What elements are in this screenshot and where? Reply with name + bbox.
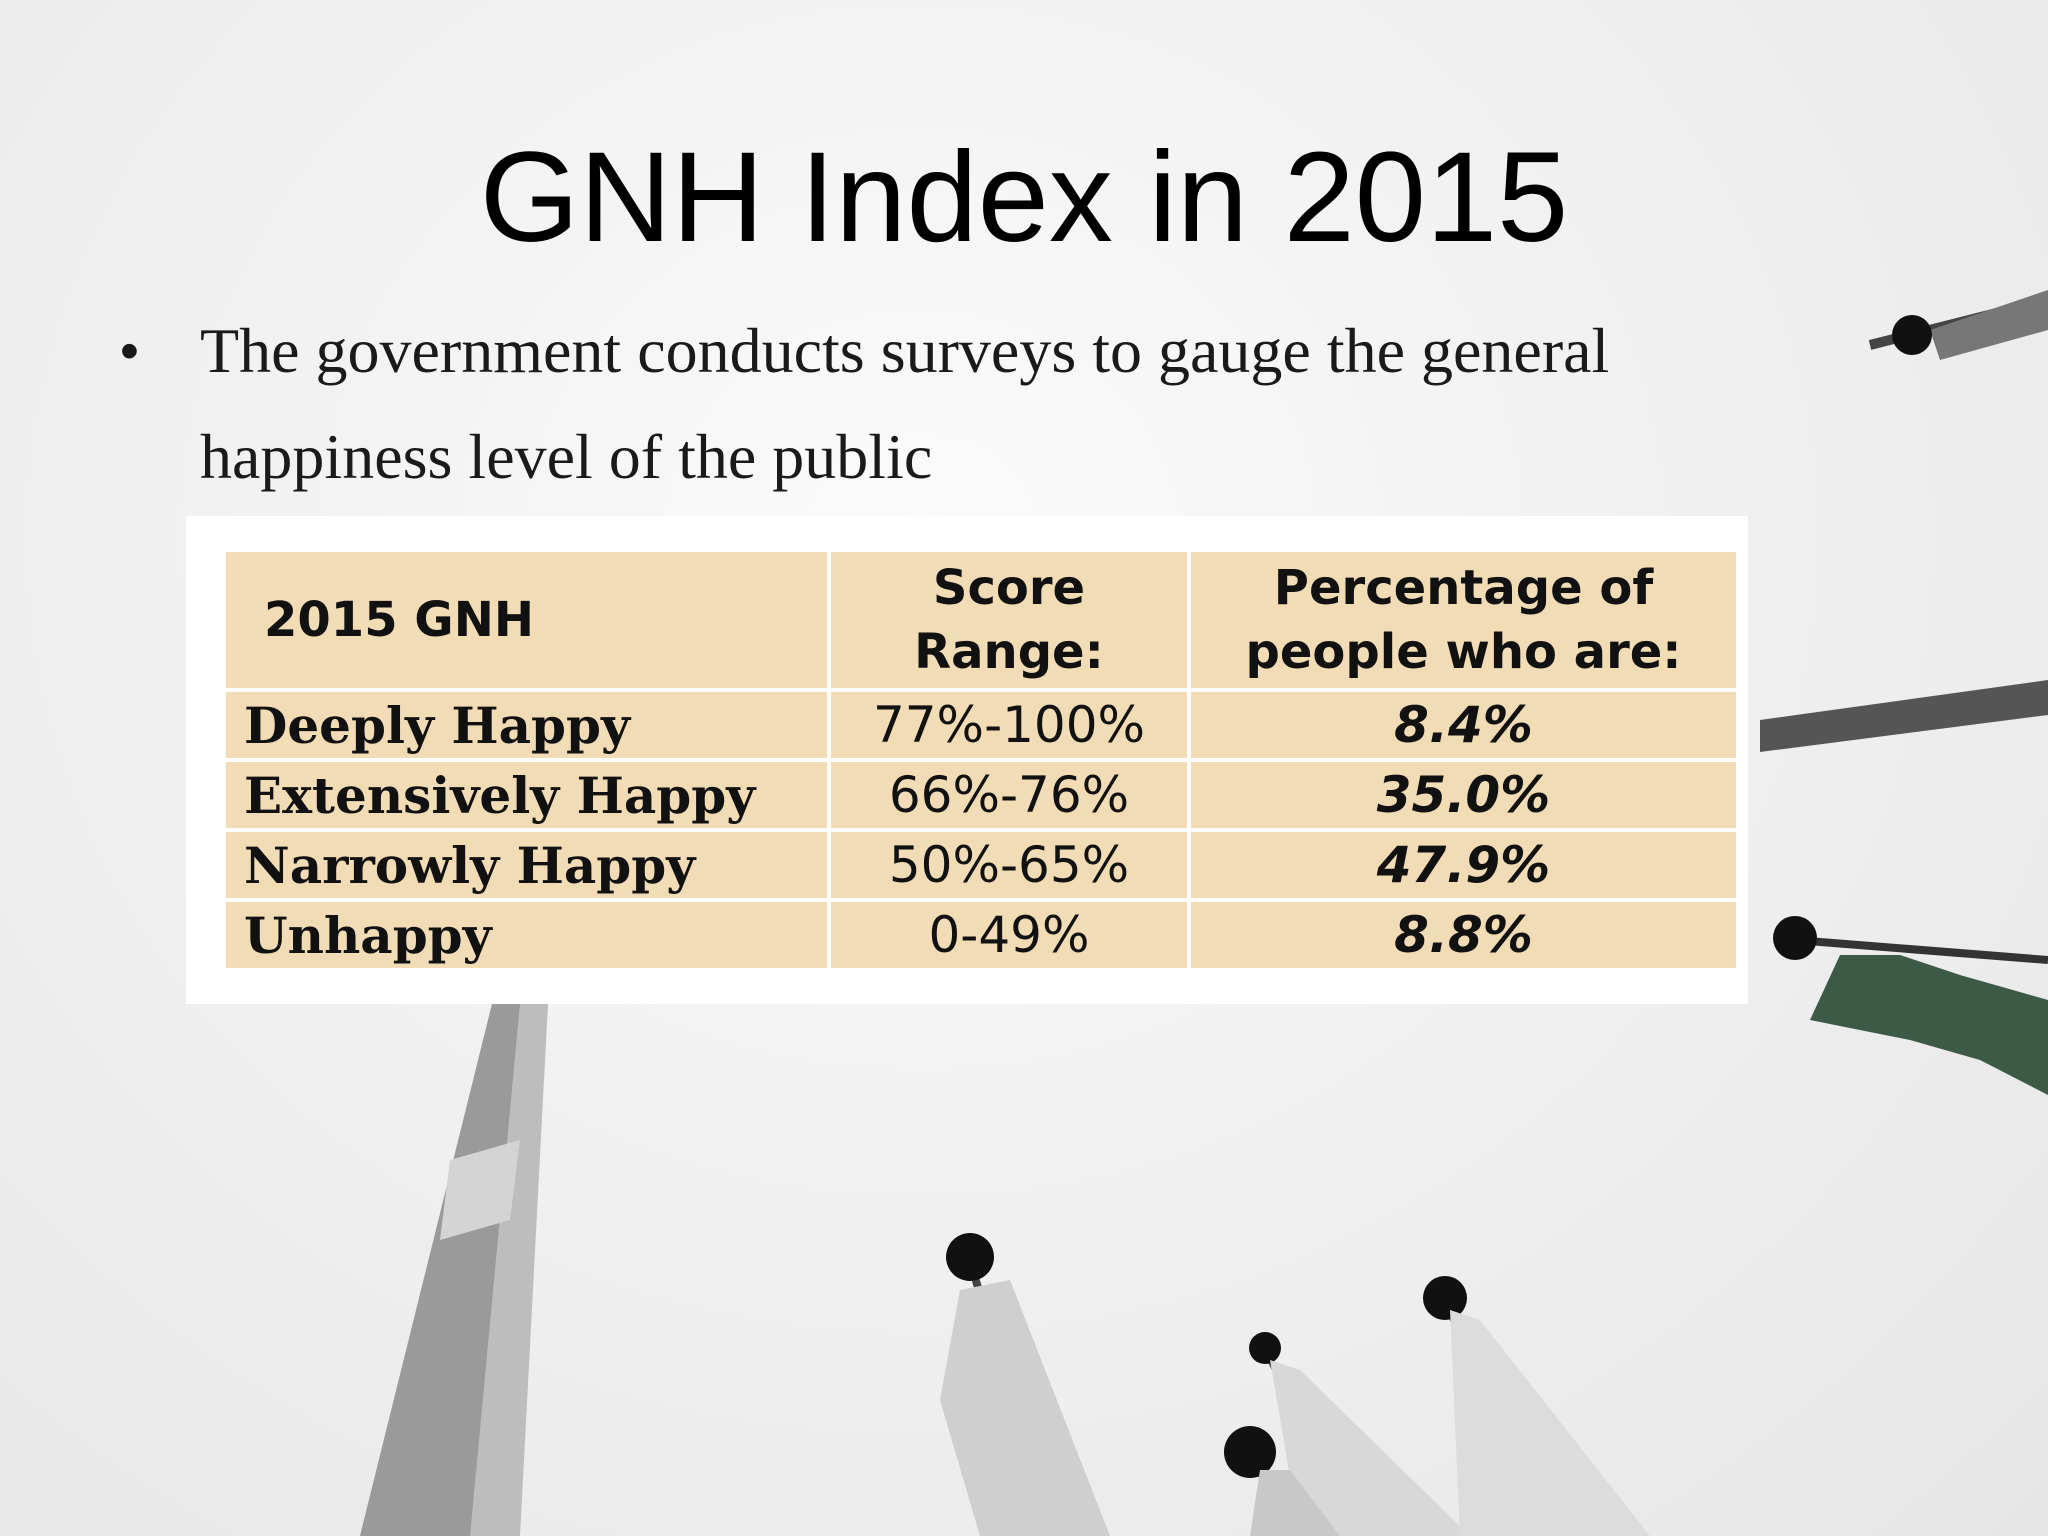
header-score-range: Score Range: — [827, 548, 1191, 692]
row-percentage: 35.0% — [1187, 758, 1740, 832]
row-percentage: 8.8% — [1187, 898, 1740, 972]
header-score-line2: Range: — [914, 624, 1104, 680]
header-percentage: Percentage of people who are: — [1187, 548, 1740, 692]
row-percentage: 8.4% — [1187, 688, 1740, 762]
table-row: Unhappy 0-49% 8.8% — [222, 898, 1740, 972]
bottom-pole-1 — [940, 1233, 1110, 1536]
gnh-table-panel: 2015 GNH Score Range: Percentage of peop… — [186, 516, 1748, 1004]
table-header-row: 2015 GNH Score Range: Percentage of peop… — [222, 548, 1740, 692]
slide-title: GNH Index in 2015 — [479, 126, 1569, 269]
row-category: Narrowly Happy — [222, 828, 831, 902]
row-score-range: 66%-76% — [827, 758, 1191, 832]
row-category: Deeply Happy — [222, 688, 831, 762]
table-row: Deeply Happy 77%-100% 8.4% — [222, 688, 1740, 762]
bullet-icon: • — [120, 321, 139, 381]
row-score-range: 77%-100% — [827, 688, 1191, 762]
table-row: Extensively Happy 66%-76% 35.0% — [222, 758, 1740, 832]
left-pole — [360, 1004, 548, 1536]
row-score-range: 50%-65% — [827, 828, 1191, 902]
right-pole-top — [1868, 290, 2048, 360]
bottom-pole-4 — [1224, 1426, 1340, 1536]
right-pole-middle — [1760, 680, 2048, 752]
bottom-pole-3 — [1423, 1276, 1650, 1536]
header-pct-line2: people who are: — [1245, 624, 1682, 680]
row-score-range: 0-49% — [827, 898, 1191, 972]
bullet-text: The government conducts surveys to gauge… — [200, 315, 1610, 492]
gnh-table: 2015 GNH Score Range: Percentage of peop… — [222, 548, 1740, 972]
header-score-line1: Score — [932, 560, 1086, 616]
header-pct-line1: Percentage of — [1273, 560, 1654, 616]
bottom-pole-2 — [1249, 1332, 1470, 1536]
row-category: Unhappy — [222, 898, 831, 972]
header-category: 2015 GNH — [222, 548, 831, 692]
table-row: Narrowly Happy 50%-65% 47.9% — [222, 828, 1740, 902]
right-pole-lower — [1773, 916, 2048, 1095]
row-percentage: 47.9% — [1187, 828, 1740, 902]
row-category: Extensively Happy — [222, 758, 831, 832]
